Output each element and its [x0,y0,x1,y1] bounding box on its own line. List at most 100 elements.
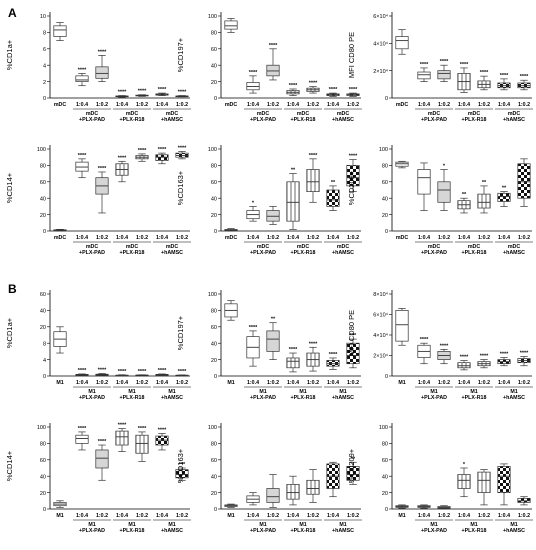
y-tick-label: 4×10⁴ [373,332,388,339]
y-tick-label: 8 [43,31,46,37]
category-label: 1:0.2 [176,235,188,241]
group-label: +hAMSC [332,395,354,401]
group-label: +hAMSC [332,117,354,123]
category-label: 1:0.2 [307,380,319,386]
significance-label: **** [178,90,187,96]
category-label: M1 [398,513,405,519]
category-label: 1:0.4 [498,380,510,386]
significance-label: ** [291,168,296,174]
y-tick-label: 40 [40,474,46,480]
significance-label: **** [118,369,127,375]
group-label: mDC [86,244,99,250]
group-label: +PLX-PAD [250,395,276,401]
box [53,25,67,37]
significance-label: *** [179,462,186,468]
group-label: M1 [339,522,346,528]
y-tick-label: 100 [37,147,46,153]
significance-label: **** [440,343,449,349]
category-label: 1:0.4 [247,513,259,519]
significance-label: **** [158,87,167,93]
significance-label: **** [500,73,509,79]
group-label: mDC [337,244,350,250]
group-label: +PLX-PAD [421,117,447,123]
group-label: +PLX-R18 [462,117,487,123]
significance-label: **** [520,351,529,357]
category-label: 1:0.2 [347,235,359,241]
y-tick-label: 60 [211,325,217,331]
y-tick-label: 100 [208,14,217,20]
group-label: +hAMSC [161,395,183,401]
group-label: M1 [470,522,477,528]
group-label: mDC [428,244,441,250]
significance-label: **** [520,74,529,80]
y-tick-label: 60 [40,292,46,298]
box [346,342,360,365]
group-label: +PLX-PAD [421,250,447,256]
y-tick-label: 60 [382,458,388,464]
category-label: 1:0.4 [458,380,470,386]
category-label: 1:0.2 [176,380,188,386]
category-label: 1:0.2 [136,380,148,386]
y-tick-label: 40 [382,474,388,480]
significance-label: **** [500,352,509,358]
significance-label: **** [138,426,147,432]
category-label: 1:0.2 [267,235,279,241]
significance-label: **** [329,352,338,358]
category-label: 1:0.2 [347,102,359,108]
box [75,75,89,82]
group-label: M1 [510,522,517,528]
significance-label: **** [420,337,429,343]
significance-label: ** [331,180,336,186]
category-label: 1:0.2 [267,513,279,519]
y-tick-label: 60 [40,458,46,464]
y-tick-label: 20 [211,358,217,364]
category-label: 1:0.4 [287,102,299,108]
category-label: 1:0.2 [96,235,108,241]
y-tick-label: 0 [214,229,217,235]
category-label: 1:0.4 [247,380,259,386]
category-label: 1:0.4 [458,235,470,241]
group-label: M1 [128,522,135,528]
significance-label: **** [138,148,147,154]
y-tick-label: 8 [43,341,46,347]
box [266,330,280,352]
group-label: M1 [430,389,437,395]
chart-a-2: %CD197+ 0 20 40 60 80 100 mDC **** 1:0.4 **** 1:0.2… [176,12,362,123]
box [95,449,109,469]
group-label: M1 [168,522,175,528]
box [115,430,129,446]
y-tick-label: 20 [40,213,46,219]
chart-a-1: %CD1a+ 0 2 4 6 8 10 mDC **** 1:0.4 **** 1:0.2 **** 1:… [5,12,191,123]
group-label: mDC [508,111,521,117]
y-tick-label: 80 [40,442,46,448]
significance-label: **** [440,59,449,65]
y-tick-label: 0 [385,229,388,235]
significance-label: **** [118,90,127,96]
category-label: 1:0.4 [76,235,88,241]
category-label: 1:0.2 [438,102,450,108]
category-label: 1:0.2 [136,102,148,108]
category-label: 1:0.2 [518,235,530,241]
group-label: +PLX-PAD [79,117,105,123]
y-tick-label: 0 [43,96,46,102]
y-tick-label: 0 [214,374,217,380]
y-tick-label: 80 [40,164,46,170]
group-label: +hAMSC [503,395,525,401]
group-label: M1 [470,389,477,395]
category-label: 1:0.4 [156,235,168,241]
category-label: 1:0.4 [116,513,128,519]
category-label: 1:0.4 [247,102,259,108]
category-label: 1:0.4 [287,235,299,241]
box [457,362,471,369]
y-tick-label: 100 [208,292,217,298]
box [286,181,300,222]
y-tick-label: 0 [385,507,388,513]
box [286,484,300,500]
chart-a-4: %CD14+ 0 20 40 60 80 100 mDC **** 1:0.4 **** 1:0.2 *… [5,145,191,256]
category-label: 1:0.2 [347,380,359,386]
group-label: +PLX-R18 [291,395,316,401]
significance-label: **** [460,355,469,361]
y-tick-label: 100 [208,425,217,431]
